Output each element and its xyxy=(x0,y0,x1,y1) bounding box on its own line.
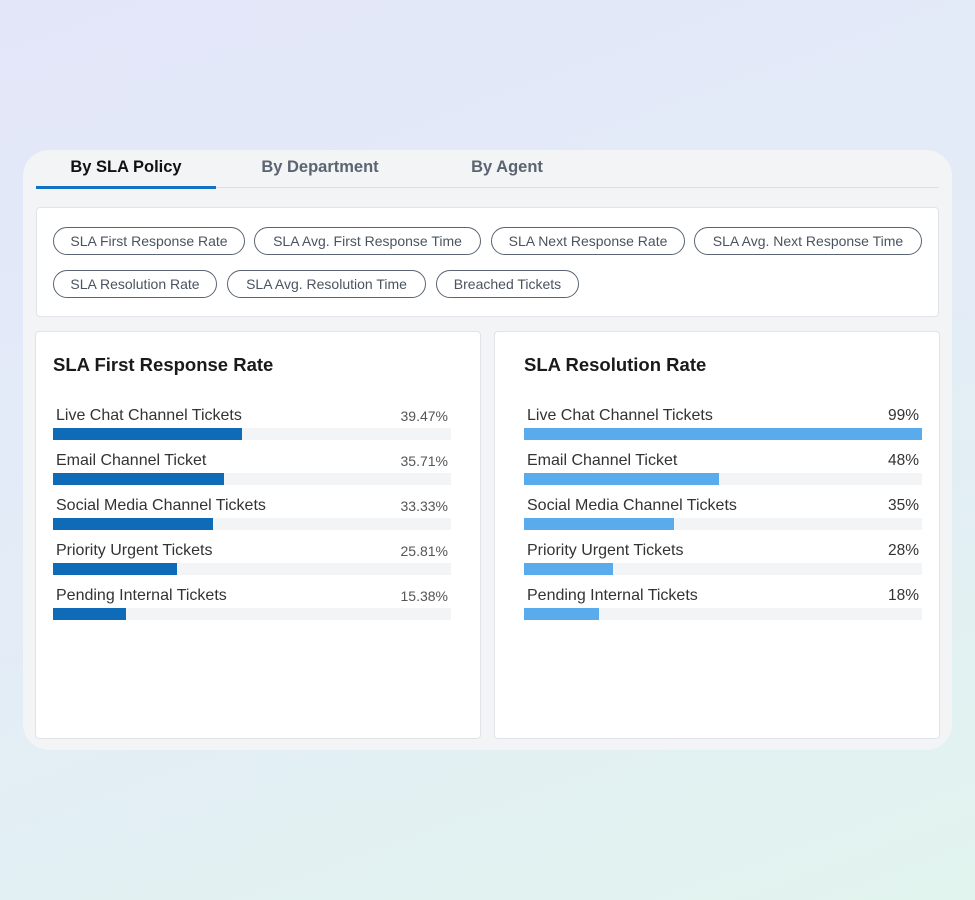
first-response-panel: SLA First Response Rate Live Chat Channe… xyxy=(35,331,481,739)
tab-bar: By SLA Policy By Department By Agent xyxy=(36,150,939,189)
resolution-panel: SLA Resolution Rate Live Chat Channel Ti… xyxy=(494,331,940,739)
bar-track xyxy=(524,563,922,575)
row-label: Email Channel Ticket xyxy=(527,452,678,469)
tab-by-department[interactable]: By Department xyxy=(261,158,379,176)
row-value: 25.81% xyxy=(400,543,448,559)
row-value: 35.71% xyxy=(400,453,448,469)
row-label: Priority Urgent Tickets xyxy=(527,542,684,559)
row-value: 15.38% xyxy=(400,588,448,604)
list-item: Live Chat Channel Tickets 39.47% xyxy=(53,407,451,452)
list-item: Social Media Channel Tickets 33.33% xyxy=(53,497,451,542)
metric-filter-card: SLA First Response Rate SLA Avg. First R… xyxy=(36,207,939,317)
bar-fill xyxy=(53,518,213,530)
bar-fill xyxy=(524,473,719,485)
bar-fill xyxy=(524,428,922,440)
bar-fill xyxy=(53,563,177,575)
bar-track xyxy=(53,428,451,440)
bar-track xyxy=(524,518,922,530)
row-label: Pending Internal Tickets xyxy=(527,587,698,604)
bar-track xyxy=(53,473,451,485)
row-value: 48% xyxy=(887,452,919,469)
list-item: Priority Urgent Tickets 28% xyxy=(524,542,922,587)
row-label: Pending Internal Tickets xyxy=(56,587,227,604)
bar-track xyxy=(53,518,451,530)
bar-fill xyxy=(53,608,127,620)
chip-sla-first-response-rate[interactable]: SLA First Response Rate xyxy=(53,227,245,255)
row-label: Live Chat Channel Tickets xyxy=(527,407,713,424)
list-item: Priority Urgent Tickets 25.81% xyxy=(53,542,451,587)
row-value: 28% xyxy=(887,542,919,559)
row-label: Live Chat Channel Tickets xyxy=(56,407,242,424)
panel-title: SLA Resolution Rate xyxy=(524,354,707,375)
bar-track xyxy=(524,473,922,485)
chip-sla-avg-first-response-time[interactable]: SLA Avg. First Response Time xyxy=(254,227,481,255)
row-value: 39.47% xyxy=(400,408,448,424)
row-label: Email Channel Ticket xyxy=(56,452,207,469)
chip-sla-avg-next-response-time[interactable]: SLA Avg. Next Response Time xyxy=(694,227,922,255)
panel-title: SLA First Response Rate xyxy=(53,354,274,375)
bar-fill xyxy=(53,428,242,440)
row-label: Social Media Channel Tickets xyxy=(527,497,737,514)
list-item: Email Channel Ticket 35.71% xyxy=(53,452,451,497)
bar-track xyxy=(524,608,922,620)
row-label: Social Media Channel Tickets xyxy=(56,497,266,514)
bar-fill xyxy=(53,473,224,485)
tab-by-agent[interactable]: By Agent xyxy=(471,158,543,176)
row-value: 99% xyxy=(887,407,919,424)
chip-sla-next-response-rate[interactable]: SLA Next Response Rate xyxy=(491,227,685,255)
tab-by-sla-policy[interactable]: By SLA Policy xyxy=(36,150,216,189)
row-label: Priority Urgent Tickets xyxy=(56,542,213,559)
bar-track xyxy=(524,428,922,440)
row-value: 33.33% xyxy=(400,498,448,514)
row-value: 35% xyxy=(887,497,919,514)
bar-list: Live Chat Channel Tickets 39.47% Email C… xyxy=(53,407,451,632)
chip-sla-resolution-rate[interactable]: SLA Resolution Rate xyxy=(53,270,217,298)
row-value: 18% xyxy=(887,587,919,604)
list-item: Pending Internal Tickets 18% xyxy=(524,587,922,632)
bar-track xyxy=(53,563,451,575)
bar-fill xyxy=(524,518,674,530)
list-item: Pending Internal Tickets 15.38% xyxy=(53,587,451,632)
list-item: Email Channel Ticket 48% xyxy=(524,452,922,497)
list-item: Social Media Channel Tickets 35% xyxy=(524,497,922,542)
bar-list: Live Chat Channel Tickets 99% Email Chan… xyxy=(524,407,922,632)
chip-sla-avg-resolution-time[interactable]: SLA Avg. Resolution Time xyxy=(227,270,426,298)
bar-fill xyxy=(524,563,614,575)
bar-track xyxy=(53,608,451,620)
bar-fill xyxy=(524,608,600,620)
report-frame: By SLA Policy By Department By Agent SLA… xyxy=(23,150,952,750)
chip-breached-tickets[interactable]: Breached Tickets xyxy=(436,270,579,298)
list-item: Live Chat Channel Tickets 99% xyxy=(524,407,922,452)
